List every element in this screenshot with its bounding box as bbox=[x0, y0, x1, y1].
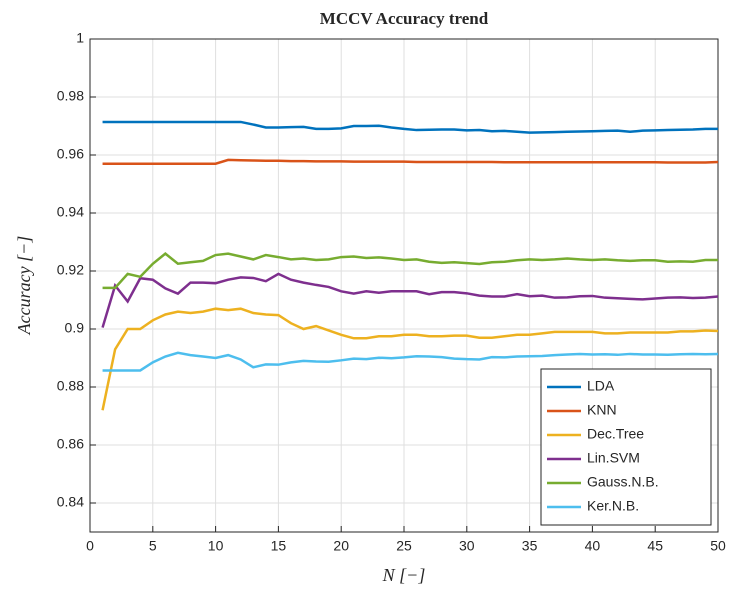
axes-box bbox=[89, 38, 719, 533]
y-tick-label: 0.98 bbox=[57, 88, 84, 104]
line-series bbox=[101, 307, 719, 411]
line-series bbox=[102, 158, 719, 165]
x-tick-label: 25 bbox=[396, 538, 412, 554]
x-tick-label: 5 bbox=[149, 538, 157, 554]
y-tick-label: 0.92 bbox=[57, 262, 84, 278]
x-tick-label: 30 bbox=[459, 538, 475, 554]
x-tick-label: 35 bbox=[522, 538, 538, 554]
legend-label: Gauss.N.B. bbox=[587, 474, 659, 490]
y-tick-label: 0.84 bbox=[57, 494, 84, 510]
x-tick-label: 10 bbox=[208, 538, 224, 554]
y-tick-label: 0.88 bbox=[57, 378, 84, 394]
x-tick-label: 0 bbox=[86, 538, 94, 554]
legend-label: Ker.N.B. bbox=[587, 498, 639, 514]
y-tick-label: 1 bbox=[76, 30, 84, 46]
y-tick-label: 0.94 bbox=[57, 204, 84, 220]
line-series bbox=[102, 251, 718, 290]
x-tick-label: 40 bbox=[585, 538, 601, 554]
legend-label: Dec.Tree bbox=[587, 426, 644, 442]
legend-label: Lin.SVM bbox=[587, 450, 640, 466]
y-tick-label: 0.96 bbox=[57, 146, 84, 162]
line-series bbox=[102, 120, 718, 134]
x-tick-label: 45 bbox=[647, 538, 663, 554]
legend-box bbox=[540, 368, 712, 526]
legend-label: LDA bbox=[587, 378, 615, 394]
x-axis-label: N [−] bbox=[382, 565, 426, 585]
y-tick-label: 0.86 bbox=[57, 436, 84, 452]
legend-label: KNN bbox=[587, 402, 617, 418]
line-series bbox=[101, 272, 719, 328]
x-tick-label: 20 bbox=[333, 538, 349, 554]
legend: LDA KNN Dec.Tree Lin.SVM Gauss.N.B. Ker.N.B. bbox=[540, 368, 712, 526]
y-tick-label: 0.9 bbox=[65, 320, 85, 336]
x-tick-label: 50 bbox=[710, 538, 726, 554]
line-series bbox=[102, 351, 719, 372]
y-axis-label: Accuracy [−] bbox=[14, 236, 34, 336]
chart-title: MCCV Accuracy trend bbox=[320, 9, 489, 28]
x-tick-label: 15 bbox=[271, 538, 287, 554]
